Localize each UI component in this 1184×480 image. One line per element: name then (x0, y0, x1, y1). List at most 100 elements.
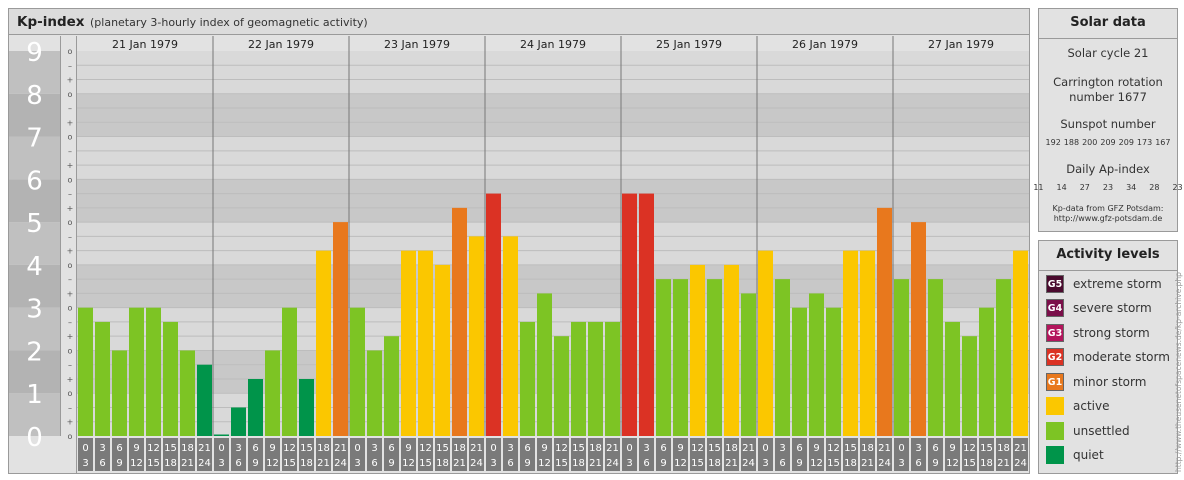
ap-label: Daily Ap-index (1066, 162, 1150, 176)
ap-value: 34 (1126, 183, 1137, 192)
interval-end-label: 21 (589, 458, 602, 469)
day-label: 24 Jan 1979 (520, 38, 586, 51)
interval-end-label: 6 (643, 458, 649, 469)
legend-label: minor storm (1073, 375, 1147, 389)
interval-start-label: 3 (235, 443, 241, 454)
kp-bar (792, 307, 807, 436)
interval-end-label: 3 (490, 458, 496, 469)
y-tick-label: 8 (26, 81, 43, 111)
interval-start-label: 9 (677, 443, 683, 454)
interval-start-label: 6 (524, 443, 530, 454)
interval-cell (418, 438, 433, 471)
interval-start-label: 12 (283, 443, 296, 454)
interval-end-label: 3 (354, 458, 360, 469)
y-tick-label: 4 (26, 252, 43, 282)
kp-bar (197, 364, 212, 436)
y-tick-label: 0 (26, 423, 43, 453)
level-band (77, 51, 1029, 94)
day-label: 21 Jan 1979 (112, 38, 178, 51)
minor-tick-label: + (67, 204, 74, 213)
interval-cell (775, 438, 790, 471)
interval-end-label: 12 (266, 458, 279, 469)
kp-bar (673, 279, 688, 436)
interval-start-label: 21 (1014, 443, 1027, 454)
day-dividers (60, 36, 894, 473)
legend-label: strong storm (1073, 326, 1150, 340)
sunspot-values: 192 188 200 209 209 173 167 (1039, 138, 1177, 147)
kp-bar (452, 207, 467, 436)
interval-start-label: 18 (181, 443, 194, 454)
solar-divider (1039, 38, 1177, 39)
kp-bar (741, 293, 756, 436)
source-link[interactable]: http://www.gfz-potsdam.de (1053, 214, 1163, 223)
interval-end-label: 18 (980, 458, 993, 469)
interval-start-label: 9 (813, 443, 819, 454)
sunspot-value: 173 (1136, 138, 1153, 147)
sunspot-label: Sunspot number (1060, 117, 1156, 131)
kp-bar (350, 307, 365, 436)
kp-bar (333, 222, 348, 436)
interval-end-label: 24 (334, 458, 347, 469)
interval-cell (622, 438, 637, 471)
y-label-band (9, 179, 60, 223)
interval-labels: 0336699121215151818212124033669912121515… (78, 438, 1028, 471)
interval-end-label: 9 (388, 458, 394, 469)
ap-values: 11 14 27 23 34 28 23 (1033, 183, 1182, 192)
interval-start-label: 15 (572, 443, 585, 454)
interval-end-label: 24 (470, 458, 483, 469)
interval-start-label: 18 (997, 443, 1010, 454)
interval-cell (690, 438, 705, 471)
interval-end-label: 18 (436, 458, 449, 469)
minor-tick-label: o (68, 90, 73, 99)
kp-bar (384, 336, 399, 436)
interval-end-label: 9 (116, 458, 122, 469)
kp-bar (911, 222, 926, 436)
interval-end-label: 21 (997, 458, 1010, 469)
interval-end-label: 6 (915, 458, 921, 469)
interval-start-label: 0 (490, 443, 496, 454)
interval-cell (741, 438, 756, 471)
kp-bar (503, 236, 518, 436)
interval-end-label: 6 (507, 458, 513, 469)
kp-bar (231, 407, 246, 436)
interval-cell (877, 438, 892, 471)
credit-text: http://www.theusenetofspacenews.de/kp-ar… (1174, 272, 1183, 472)
solar-data-panel: Solar data Solar cycle 21 Carrington rot… (1033, 8, 1183, 232)
interval-end-label: 15 (419, 458, 432, 469)
interval-start-label: 3 (915, 443, 921, 454)
interval-end-label: 24 (878, 458, 891, 469)
interval-end-label: 18 (164, 458, 177, 469)
y-label-band (9, 264, 60, 308)
kp-bar (299, 378, 314, 436)
legend-label: quiet (1073, 448, 1104, 462)
interval-start-label: 12 (147, 443, 160, 454)
minor-tick-label: + (67, 118, 74, 127)
interval-start-label: 3 (779, 443, 785, 454)
kp-bar (928, 279, 943, 436)
interval-end-label: 21 (317, 458, 330, 469)
interval-start-label: 6 (932, 443, 938, 454)
interval-start-label: 12 (691, 443, 704, 454)
interval-start-label: 18 (453, 443, 466, 454)
kp-bar (435, 264, 450, 436)
interval-start-label: 12 (419, 443, 432, 454)
y-tick-label: 9 (26, 38, 43, 68)
kp-bar (775, 279, 790, 436)
interval-start-label: 9 (405, 443, 411, 454)
interval-cell (248, 438, 263, 471)
interval-start-label: 15 (300, 443, 313, 454)
interval-start-label: 21 (198, 443, 211, 454)
interval-start-label: 3 (99, 443, 105, 454)
y-label-band (9, 307, 60, 351)
interval-start-label: 15 (980, 443, 993, 454)
interval-end-label: 12 (130, 458, 143, 469)
interval-end-label: 3 (898, 458, 904, 469)
interval-end-label: 6 (371, 458, 377, 469)
minor-tick-label: o (68, 261, 73, 270)
legend-g1: G1 minor storm (1046, 372, 1146, 392)
kp-bar (843, 250, 858, 436)
minor-tick-label: + (67, 418, 74, 427)
interval-cell (979, 438, 994, 471)
minor-tick-label: + (67, 247, 74, 256)
interval-start-label: 18 (317, 443, 330, 454)
